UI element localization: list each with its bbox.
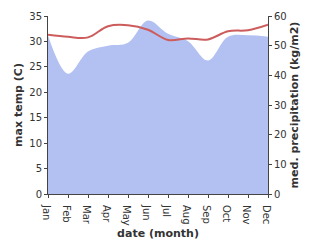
svg-text:25: 25 — [29, 61, 42, 72]
svg-text:20: 20 — [274, 129, 287, 140]
svg-text:Mar: Mar — [81, 205, 92, 225]
svg-text:Dec: Dec — [261, 205, 272, 224]
svg-text:Nov: Nov — [241, 205, 252, 225]
svg-text:20: 20 — [29, 87, 42, 98]
svg-text:35: 35 — [29, 11, 42, 22]
svg-text:30: 30 — [29, 36, 42, 47]
svg-text:max temp (C): max temp (C) — [12, 63, 25, 147]
svg-text:60: 60 — [274, 11, 287, 22]
svg-text:0: 0 — [36, 189, 42, 200]
svg-text:Feb: Feb — [61, 205, 72, 223]
svg-text:50: 50 — [274, 40, 287, 51]
svg-text:Apr: Apr — [101, 205, 112, 223]
svg-text:Jun: Jun — [141, 204, 152, 221]
svg-text:Jul: Jul — [161, 204, 172, 217]
svg-text:date (month): date (month) — [117, 227, 199, 240]
svg-text:0: 0 — [274, 189, 280, 200]
svg-text:15: 15 — [29, 112, 42, 123]
svg-text:med. precipitation (kg/m2): med. precipitation (kg/m2) — [288, 22, 301, 189]
svg-text:Oct: Oct — [221, 205, 232, 222]
svg-text:Aug: Aug — [181, 205, 192, 225]
svg-text:5: 5 — [36, 163, 42, 174]
svg-text:30: 30 — [274, 100, 287, 111]
svg-text:Sep: Sep — [201, 205, 212, 224]
svg-text:10: 10 — [274, 159, 287, 170]
svg-text:40: 40 — [274, 70, 287, 81]
svg-text:May: May — [121, 205, 132, 226]
svg-text:10: 10 — [29, 138, 42, 149]
svg-text:Jan: Jan — [41, 204, 52, 220]
